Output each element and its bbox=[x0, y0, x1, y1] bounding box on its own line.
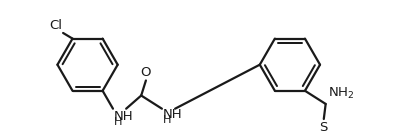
Text: H: H bbox=[114, 117, 123, 127]
Text: Cl: Cl bbox=[49, 19, 62, 32]
Text: S: S bbox=[319, 121, 328, 134]
Text: NH: NH bbox=[114, 110, 133, 123]
Text: NH: NH bbox=[163, 108, 183, 121]
Text: H: H bbox=[163, 115, 171, 125]
Text: NH$_2$: NH$_2$ bbox=[329, 86, 355, 101]
Text: O: O bbox=[141, 66, 151, 79]
